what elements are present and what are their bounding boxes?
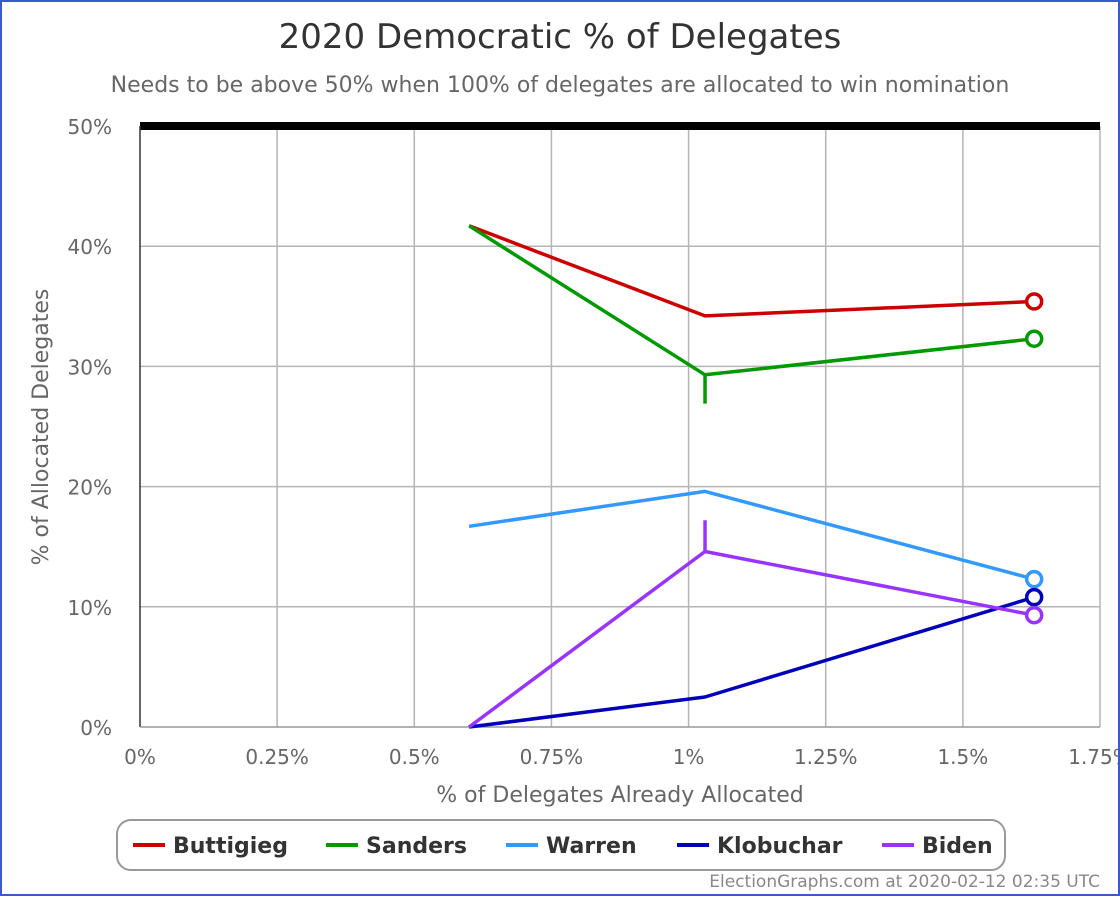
series-lines <box>468 224 1044 729</box>
series-line-klobuchar <box>468 595 1035 729</box>
x-tick-label: 1.75% <box>1068 745 1118 769</box>
chart-title: 2020 Democratic % of Delegates <box>279 17 842 57</box>
legend-label-klobuchar: Klobuchar <box>717 834 843 859</box>
chart-subtitle: Needs to be above 50% when 100% of deleg… <box>111 73 1010 98</box>
y-tick-labels: 0% 10% 20% 30% 40% 50% <box>68 115 112 740</box>
series-line-warren <box>468 489 1035 581</box>
x-tick-label: 0.75% <box>520 745 584 769</box>
series-line-biden <box>468 549 1035 729</box>
series-endpoint-biden <box>1024 605 1044 625</box>
legend: Buttigieg Sanders Warren Klobuchar Biden <box>133 834 993 859</box>
y-tick-label: 40% <box>68 235 112 259</box>
x-tick-label: 0% <box>124 745 156 769</box>
x-tick-label: 1% <box>673 745 705 769</box>
credit-text: ElectionGraphs.com at 2020-02-12 02:35 U… <box>709 872 1100 892</box>
series-line-sanders <box>468 224 1035 377</box>
series-endpoint-buttigieg <box>1024 292 1044 311</box>
legend-label-warren: Warren <box>546 834 637 859</box>
x-tick-label: 1.25% <box>794 745 858 769</box>
series-endpoint-warren <box>1024 569 1044 589</box>
series-line-buttigieg <box>468 224 1035 318</box>
x-tick-label: 1.5% <box>937 745 988 769</box>
y-tick-label: 0% <box>80 716 112 740</box>
grid-lines <box>140 126 1101 727</box>
legend-label-sanders: Sanders <box>366 834 467 859</box>
y-tick-label: 20% <box>68 476 112 500</box>
x-axis-label: % of Delegates Already Allocated <box>436 783 803 808</box>
legend-box <box>116 819 1006 871</box>
x-tick-label: 0.25% <box>245 745 309 769</box>
y-tick-label: 50% <box>68 115 112 139</box>
series-endpoint-klobuchar <box>1024 587 1044 607</box>
y-axis-label: % of Allocated Delegates <box>29 289 54 566</box>
x-tick-labels: 0% 0.25% 0.5% 0.75% 1% 1.25% 1.5% 1.75% <box>124 745 1120 769</box>
series-endpoint-sanders <box>1024 329 1044 349</box>
y-tick-label: 10% <box>68 596 112 620</box>
y-tick-label: 30% <box>68 355 112 379</box>
axes <box>139 126 1100 728</box>
x-tick-label: 0.5% <box>389 745 440 769</box>
legend-label-buttigieg: Buttigieg <box>173 834 288 859</box>
legend-label-biden: Biden <box>922 834 993 859</box>
